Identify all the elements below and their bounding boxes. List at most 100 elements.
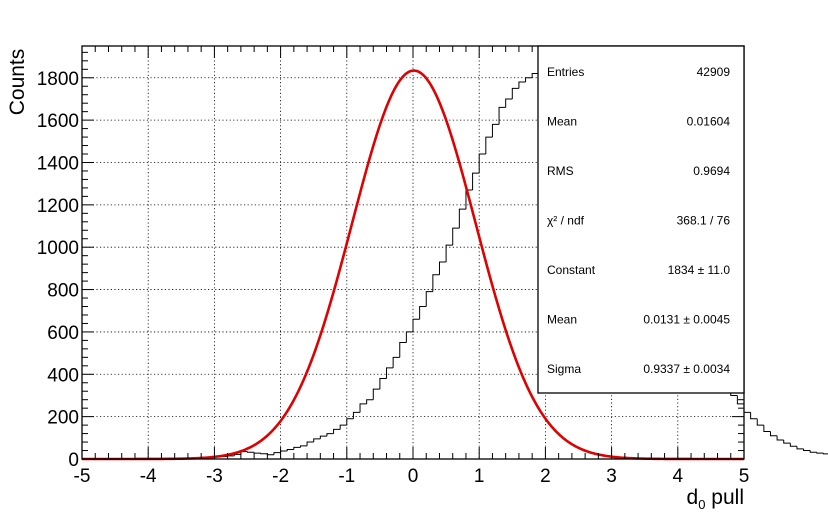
y-tick-label: 1400	[37, 153, 79, 174]
x-axis-title-main: d	[687, 486, 699, 509]
histogram-bin	[809, 450, 817, 453]
stats-label: RMS	[547, 164, 574, 178]
histogram-bin	[478, 153, 486, 174]
histogram-bin	[247, 451, 255, 453]
histogram-bin	[452, 227, 460, 246]
y-tick-label: 1800	[37, 69, 79, 90]
histogram-bin	[419, 306, 427, 320]
histogram-bin	[425, 291, 433, 307]
y-tick-label: 1200	[37, 196, 79, 217]
histogram-bin	[260, 453, 268, 455]
histogram-bin	[816, 452, 824, 454]
stats-row: Entries 42909	[547, 65, 730, 79]
histogram-bin	[253, 452, 261, 454]
stats-row: Sigma 0.9337 ± 0.0034	[547, 362, 730, 376]
stats-value: 0.9337 ± 0.0034	[643, 362, 730, 376]
stats-label: Mean	[547, 114, 577, 128]
stats-row: Mean 0.0131 ± 0.0045	[547, 313, 730, 327]
stats-row: χ² / ndf 368.1 / 76	[547, 214, 730, 228]
y-tick-label: 0	[68, 450, 79, 471]
x-tick-label: 3	[606, 466, 617, 487]
stats-label: Mean	[547, 313, 577, 327]
x-tick-label: 5	[739, 466, 750, 487]
histogram-bin	[783, 439, 791, 444]
histogram-bin	[803, 448, 811, 452]
histogram-bin	[491, 123, 500, 138]
histogram-bin	[299, 445, 308, 448]
histogram-bin	[743, 403, 751, 413]
histogram-bin	[458, 208, 466, 229]
histogram-bin	[313, 438, 321, 443]
x-tick-label: 1	[474, 466, 485, 487]
x-tick-label: -4	[140, 466, 157, 487]
stats-label: Entries	[547, 65, 584, 79]
x-tick-label: -5	[74, 466, 91, 487]
histogram-bin	[485, 136, 493, 155]
histogram-bin	[531, 73, 539, 78]
y-tick-labels: 0 200 400 600 800 1000 1200 1400 1600 1800	[37, 69, 79, 471]
histogram-bin	[386, 367, 394, 379]
stats-rows: Entries 42909 Mean 0.01604 RMS 0.9694 χ² / ndf…	[547, 65, 730, 376]
histogram-bin	[339, 424, 347, 430]
histogram-bin	[776, 435, 784, 441]
histogram-bin	[412, 318, 420, 332]
histogram-bin	[518, 81, 526, 89]
histogram-bin	[319, 435, 327, 439]
x-tick-label: -3	[206, 466, 223, 487]
histogram-bin	[796, 446, 804, 450]
histogram-bin	[445, 244, 453, 263]
x-tick-label: -1	[338, 466, 355, 487]
histogram-bin	[405, 331, 413, 343]
histogram-bin	[326, 433, 334, 437]
histogram-bin	[438, 261, 447, 275]
histogram-bin	[472, 172, 480, 191]
histogram-bin	[372, 388, 380, 400]
stats-row: RMS 0.9694	[547, 164, 730, 178]
y-axis-title: Counts	[6, 49, 29, 116]
x-tick-labels: -5 -4 -3 -2 -1 0 1 2 3 4 5	[74, 466, 750, 487]
histogram-bin	[769, 431, 778, 437]
stats-row: Mean 0.01604	[547, 114, 730, 128]
histogram-bin	[399, 342, 407, 358]
histogram-bin	[525, 77, 533, 83]
stats-label: Sigma	[547, 362, 581, 376]
x-tick-label: -2	[272, 466, 289, 487]
stats-value: 0.9694	[693, 164, 730, 178]
histogram-bin	[352, 411, 361, 419]
histogram-bin	[286, 448, 294, 451]
histogram-bin	[359, 403, 367, 413]
histogram-bin	[822, 453, 828, 455]
histogram-bin	[346, 418, 354, 426]
histogram-bin	[432, 274, 440, 292]
histogram-bin	[511, 87, 519, 99]
stats-value: 0.01604	[687, 114, 731, 128]
y-tick-label: 400	[47, 365, 79, 386]
x-tick-label: 4	[673, 466, 684, 487]
histogram-bin	[306, 441, 314, 446]
stats-row: Constant 1834 ± 11.0	[547, 263, 730, 277]
x-axis-title-rest: pull	[705, 486, 744, 509]
histogram-bin	[750, 412, 758, 420]
y-tick-label: 600	[47, 323, 79, 344]
histogram-bin	[763, 425, 771, 432]
histogram-bin	[233, 453, 241, 456]
stats-value: 1834 ± 11.0	[668, 263, 731, 277]
histogram-bin	[736, 395, 744, 405]
histogram-bin	[293, 446, 301, 450]
stats-value: 42909	[697, 65, 731, 79]
histogram-bin	[756, 418, 764, 426]
y-tick-label: 1000	[37, 238, 79, 259]
histogram-bin	[392, 356, 400, 368]
stats-box: Entries 42909 Mean 0.01604 RMS 0.9694 χ² / ndf…	[537, 45, 745, 394]
histogram-bin	[505, 98, 513, 108]
stats-label: Constant	[547, 263, 596, 277]
y-tick-label: 1600	[37, 111, 79, 132]
x-axis-title: d0 pull	[687, 486, 744, 512]
y-tick-label: 800	[47, 281, 79, 302]
x-tick-label: 2	[540, 466, 551, 487]
x-axis-title-subscript: 0	[698, 497, 705, 512]
histogram-bin	[333, 428, 341, 434]
histogram-bin	[789, 443, 797, 447]
histogram-bin	[498, 106, 506, 125]
